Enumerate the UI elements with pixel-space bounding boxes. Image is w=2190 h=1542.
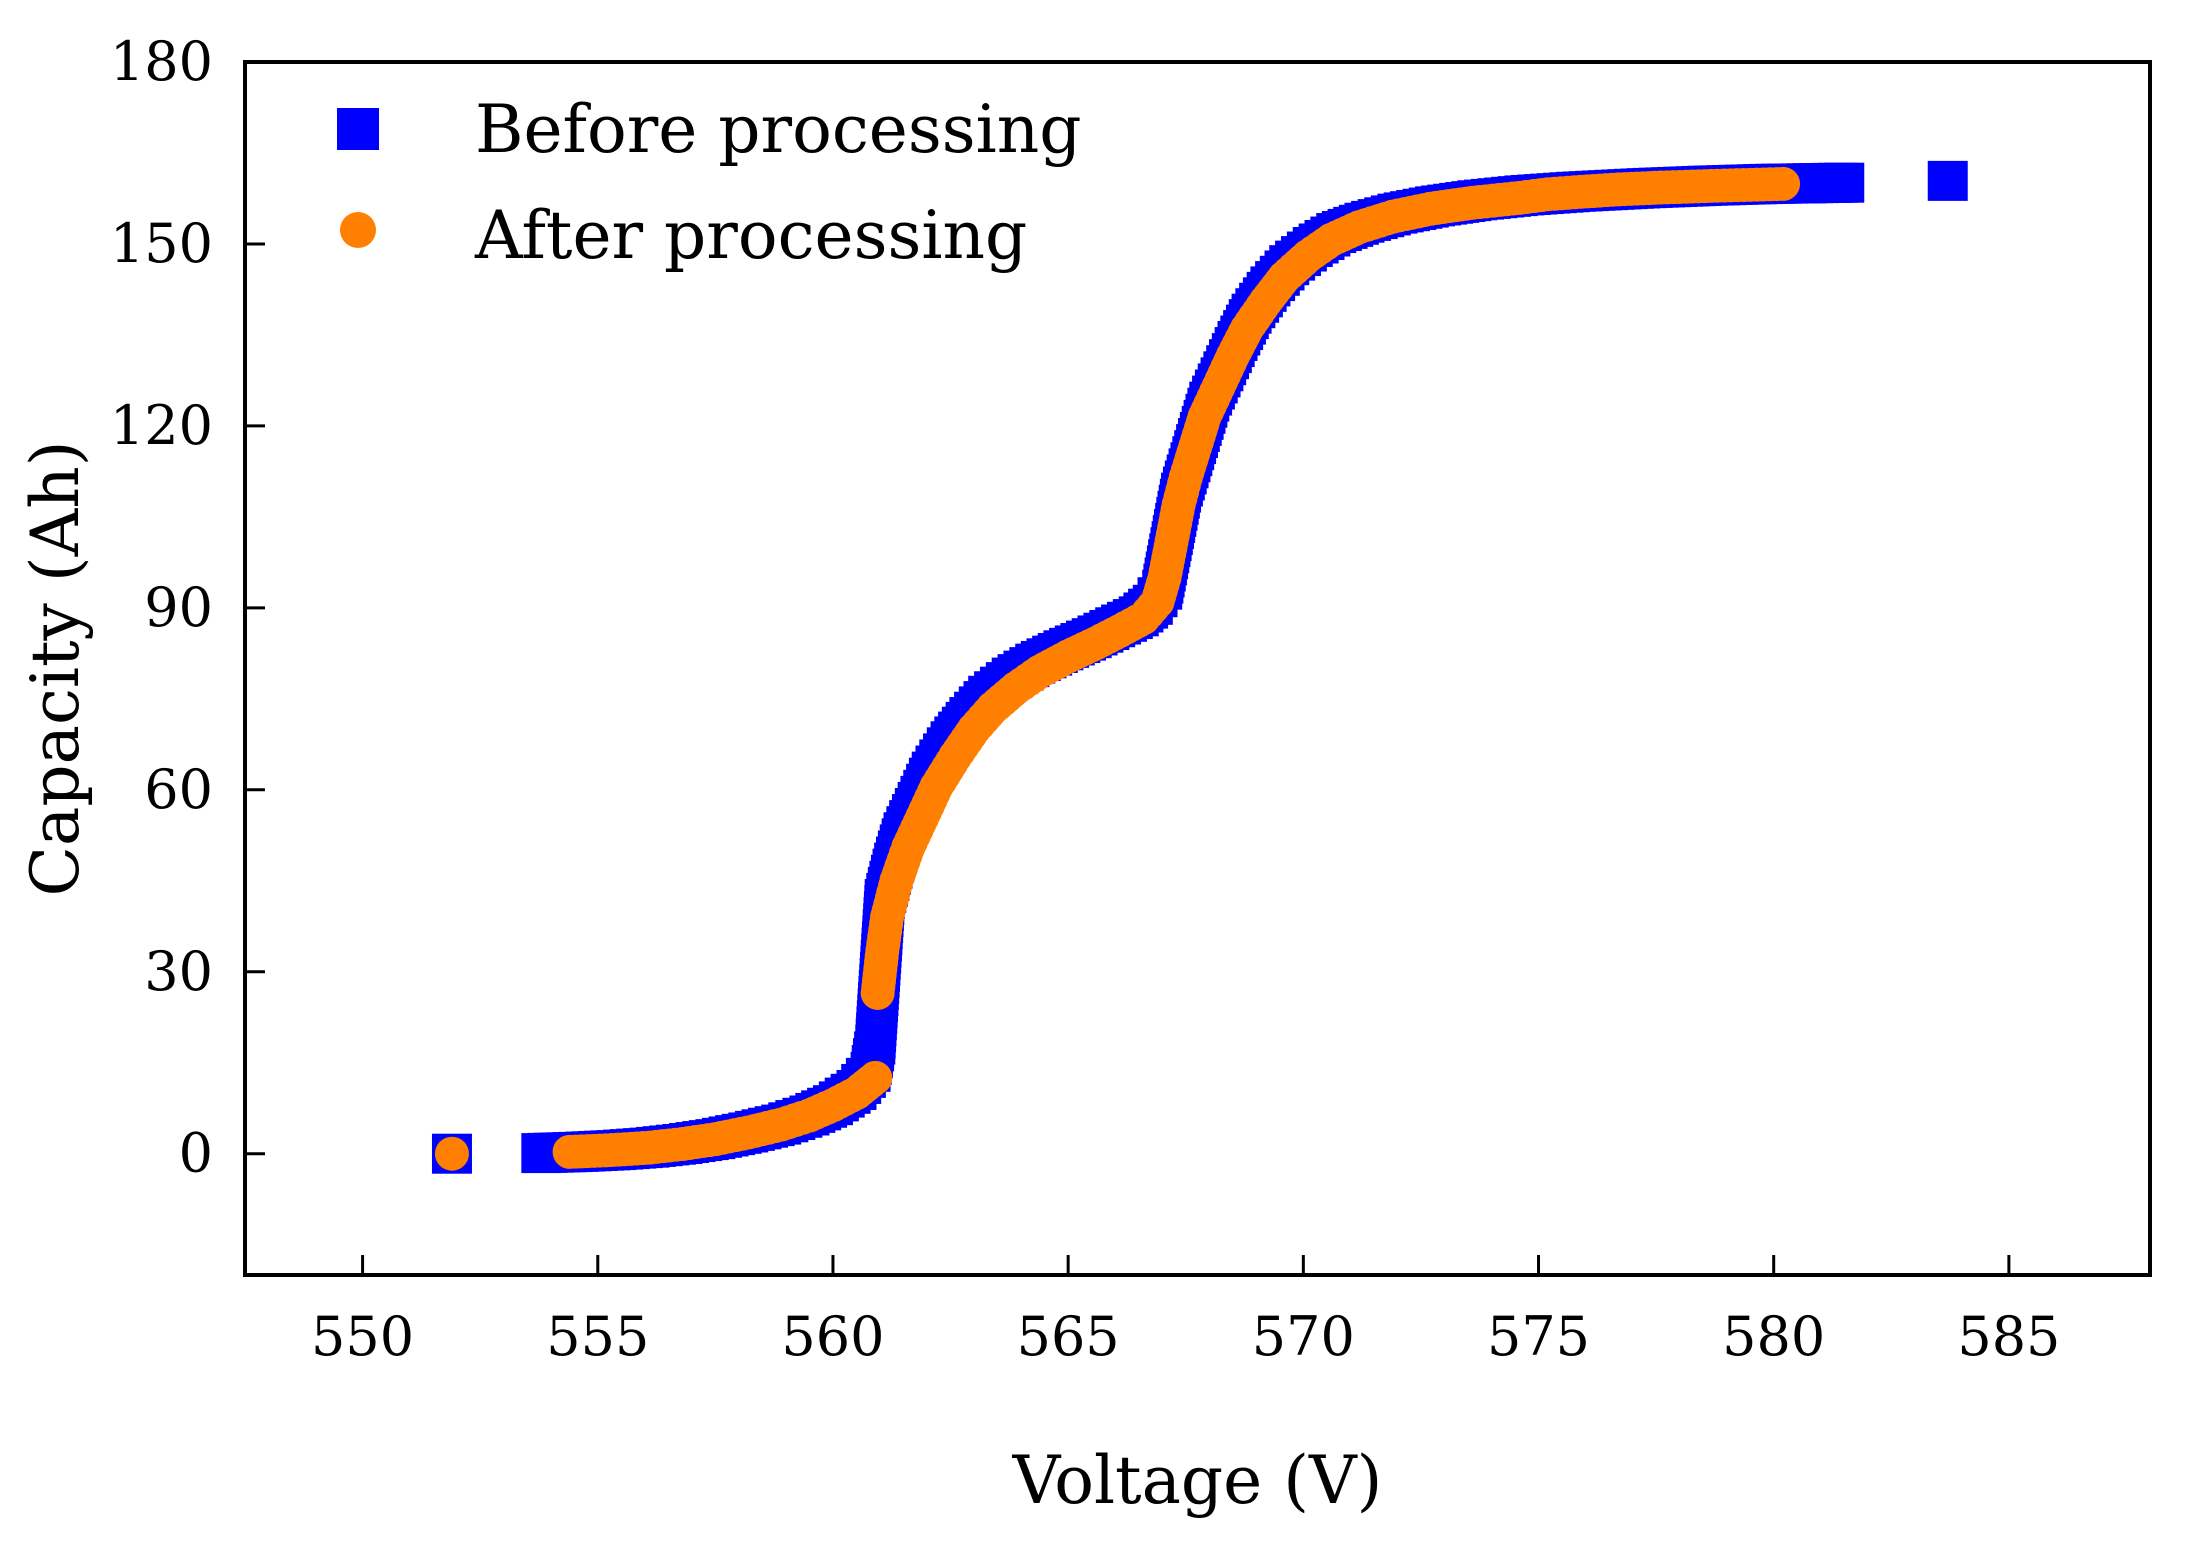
x-tick-label: 565: [1017, 1305, 1120, 1368]
x-tick-label: 575: [1487, 1305, 1590, 1368]
legend: Before processing After processing: [337, 91, 1081, 274]
x-tick-label: 555: [546, 1305, 649, 1368]
data-point-square: [1824, 162, 1865, 203]
y-tick-label: 0: [179, 1122, 213, 1185]
data-point-circle: [858, 1060, 893, 1095]
y-axis: 0 30 60 90 120 150 180: [110, 30, 265, 1185]
series-layer: [431, 160, 1968, 1174]
data-point-circle: [1766, 166, 1801, 201]
x-tick-label: 585: [1957, 1305, 2060, 1368]
y-tick-label: 120: [110, 394, 213, 457]
x-tick-label: 570: [1252, 1305, 1355, 1368]
data-point-square: [1927, 160, 1968, 201]
y-tick-label: 30: [144, 940, 213, 1003]
y-axis-title: Capacity (Ah): [17, 441, 94, 897]
data-point-circle: [434, 1136, 469, 1171]
legend-marker-before-processing: [337, 108, 379, 150]
y-tick-label: 150: [110, 212, 213, 275]
x-axis-title: Voltage (V): [1012, 1442, 1383, 1519]
plot-frame: [243, 60, 2152, 1277]
x-axis: 550 555 560 565 570 575 580 585: [311, 1255, 2060, 1368]
legend-label-after-processing: After processing: [474, 197, 1027, 274]
x-tick-label: 550: [311, 1305, 414, 1368]
legend-label-before-processing: Before processing: [475, 91, 1081, 168]
series-after-processing: [434, 166, 1801, 1171]
legend-marker-after-processing: [340, 212, 376, 248]
y-tick-label: 90: [144, 576, 213, 639]
y-tick-label: 180: [110, 30, 213, 93]
x-tick-label: 580: [1722, 1305, 1825, 1368]
x-tick-label: 560: [781, 1305, 884, 1368]
y-tick-label: 60: [144, 758, 213, 821]
